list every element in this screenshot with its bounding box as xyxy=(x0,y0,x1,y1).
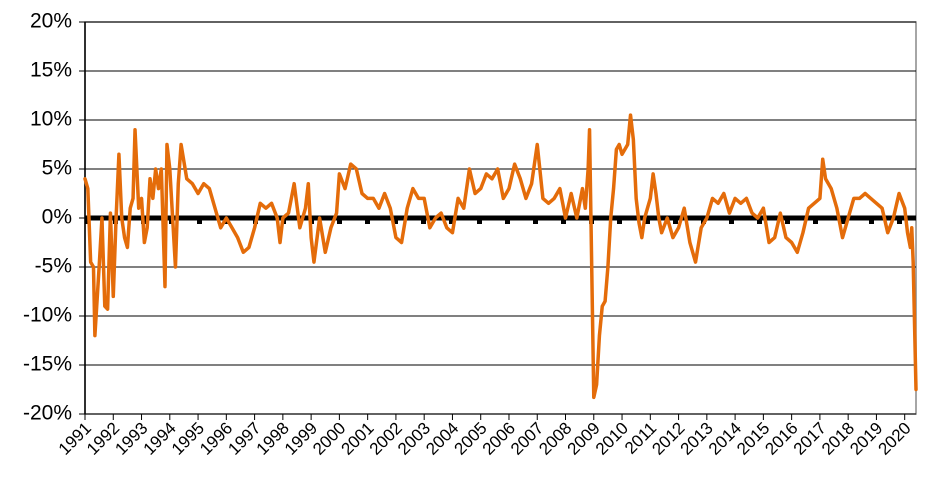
y-tick-label: -10% xyxy=(23,304,72,327)
y-tick-label: 0% xyxy=(42,206,72,229)
y-tick-label: -15% xyxy=(23,353,72,376)
y-tick-label: -5% xyxy=(35,255,72,278)
y-tick-label: 20% xyxy=(30,10,72,33)
data-line xyxy=(83,113,918,400)
y-tick-label: 10% xyxy=(30,108,72,131)
y-tick-label: 15% xyxy=(30,59,72,82)
y-tick-label: -20% xyxy=(23,402,72,425)
y-tick-label: 5% xyxy=(42,157,72,180)
